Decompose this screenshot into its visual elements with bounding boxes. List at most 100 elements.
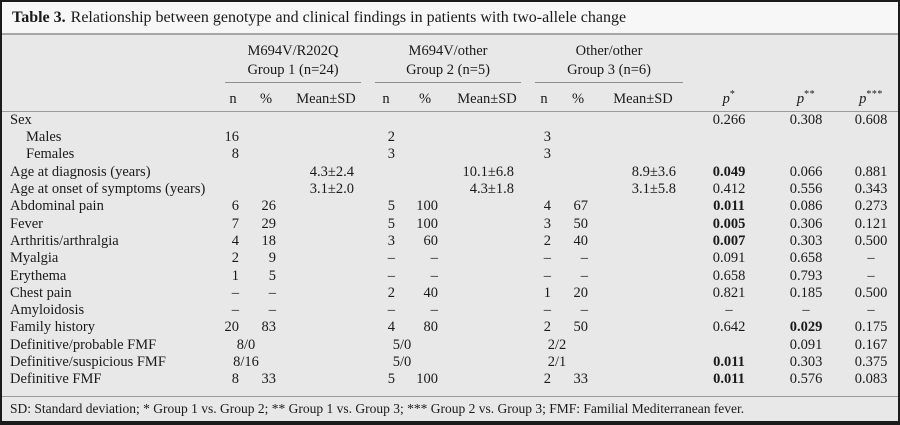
group-value-cell: 5	[387, 371, 396, 388]
group-value-cell: 60	[423, 232, 439, 249]
table-row: Myalgia 2 9 – – – – 0.091 0.658 –	[2, 250, 898, 267]
group-value-cell: –	[231, 302, 239, 319]
group-value-cell	[404, 146, 446, 163]
group-value-cell	[596, 337, 690, 354]
genotype-clinical-findings-table: M694V/R202Q M694V/other Other/other Grou…	[2, 35, 898, 389]
p-value-cell: 0.175	[854, 319, 888, 336]
p-value-cell: –	[725, 302, 733, 319]
group-value-cell	[284, 129, 368, 146]
subheader-n-group3: n	[528, 83, 561, 112]
table-caption: Relationship between genotype and clinic…	[70, 9, 627, 26]
table-row: Fever 7 29 5 100 3 50 0.005 0.306 0.121	[2, 216, 898, 233]
group-value-cell	[560, 129, 596, 146]
group1-header: Group 1 (n=24)	[218, 61, 368, 83]
p-value-cell: 0.412	[712, 181, 746, 198]
p-value-cell: 0.658	[712, 267, 746, 284]
group-value-cell: –	[543, 267, 552, 284]
group-value-cell	[596, 268, 690, 285]
p-value-cell	[690, 337, 768, 354]
group-value-cell	[596, 198, 690, 215]
group-value-cell	[446, 302, 528, 319]
group-value-cell	[446, 371, 528, 388]
empty-corner-cell	[2, 61, 218, 83]
group-value-cell: 33	[261, 371, 277, 388]
group-value-cell: 3	[543, 215, 552, 232]
p-value-cell: 0.375	[854, 353, 888, 370]
p-value-cell: 0.556	[789, 181, 823, 198]
group-value-cell	[446, 216, 528, 233]
group-value-cell: –	[430, 250, 439, 267]
group3-label: Group 3 (n=6)	[535, 61, 684, 83]
group-value-cell	[404, 129, 446, 146]
table-row: Definitive/probable FMF 8/0 5/0 2/2 0.091 0.1…	[2, 337, 898, 354]
group1-label: Group 1 (n=24)	[225, 61, 362, 83]
p-value-cell: 0.303	[789, 232, 823, 249]
group-value-cell: 26	[261, 198, 277, 215]
subheader-mean-group2: Mean±SD	[446, 83, 529, 112]
group-value-cell: 67	[573, 198, 589, 215]
p-value-cell: –	[867, 267, 875, 284]
p3-symbol: p	[859, 90, 867, 107]
p-value-cell: 0.576	[789, 371, 823, 388]
group-value-cell	[284, 302, 368, 319]
subheader-p2: p**	[768, 83, 845, 112]
subheader-mean-group3: Mean±SD	[596, 83, 691, 112]
row-label: Fever	[10, 215, 44, 232]
p-value-cell: 0.121	[854, 215, 888, 232]
group-value-cell	[596, 354, 690, 371]
group-value-cell: –	[543, 250, 552, 267]
p2-symbol: p	[796, 90, 805, 107]
group-value-cell	[560, 181, 596, 198]
p-value-cell: –	[867, 302, 875, 319]
group-value-cell	[528, 111, 560, 129]
group-value-cell: –	[268, 284, 276, 301]
group-value-cell	[528, 164, 560, 181]
table-row: Definitive/suspicious FMF 8/16 5/0 2/1 0.011…	[2, 354, 898, 371]
group-value-cell	[446, 268, 528, 285]
row-label: Age at diagnosis (years)	[10, 163, 151, 180]
group-value-cell: 4.3±1.8	[469, 181, 515, 198]
group-value-cell: –	[430, 302, 439, 319]
empty-header-cell	[690, 61, 898, 83]
group-value-cell	[560, 146, 596, 163]
p-value-cell: 0.011	[713, 353, 745, 370]
p-value-cell	[844, 129, 898, 146]
subheader-p3: p***	[844, 83, 898, 112]
group-value-cell	[596, 302, 690, 319]
group-value-cell	[528, 181, 560, 198]
group-value-cell: 40	[573, 232, 589, 249]
group-value-cell: –	[580, 250, 589, 267]
group-value-cell: –	[387, 250, 396, 267]
p-value-cell: 0.343	[854, 181, 888, 198]
group-value-cell	[284, 233, 368, 250]
group-value-cell: 3.1±2.0	[309, 181, 355, 198]
table-number: Table 3.	[12, 9, 66, 26]
group-value-cell	[404, 111, 446, 129]
p-value-cell: 0.500	[854, 232, 888, 249]
group-header-row: Group 1 (n=24) Group 2 (n=5) Group 3 (n=…	[2, 61, 898, 83]
group-value-cell: 100	[416, 198, 439, 215]
table-row: Age at onset of symptoms (years) 3.1±2.0 4…	[2, 181, 898, 198]
group-value-cell: –	[268, 302, 276, 319]
group-value-cell: 83	[261, 319, 277, 336]
group-value-cell: 40	[423, 284, 439, 301]
group-value-cell	[596, 285, 690, 302]
group-value-cell	[284, 198, 368, 215]
p-value-cell	[768, 129, 844, 146]
group-value-cell: 5/0	[392, 336, 412, 353]
group-value-cell	[446, 198, 528, 215]
p-value-cell	[690, 129, 768, 146]
group-value-cell: 9	[268, 250, 276, 267]
group-value-cell	[284, 337, 368, 354]
p-value-cell: 0.266	[712, 111, 746, 128]
p-value-cell: 0.005	[712, 215, 746, 232]
group-value-cell	[284, 371, 368, 388]
group-value-cell: 2	[387, 129, 396, 146]
p-value-cell: 0.658	[789, 250, 823, 267]
group-value-cell: 33	[573, 371, 589, 388]
group-value-cell: 1	[231, 267, 239, 284]
group-value-cell	[284, 319, 368, 336]
group-value-cell	[446, 129, 528, 146]
table-title: Table 3. Relationship between genotype an…	[2, 2, 898, 35]
group-value-cell	[596, 319, 690, 336]
